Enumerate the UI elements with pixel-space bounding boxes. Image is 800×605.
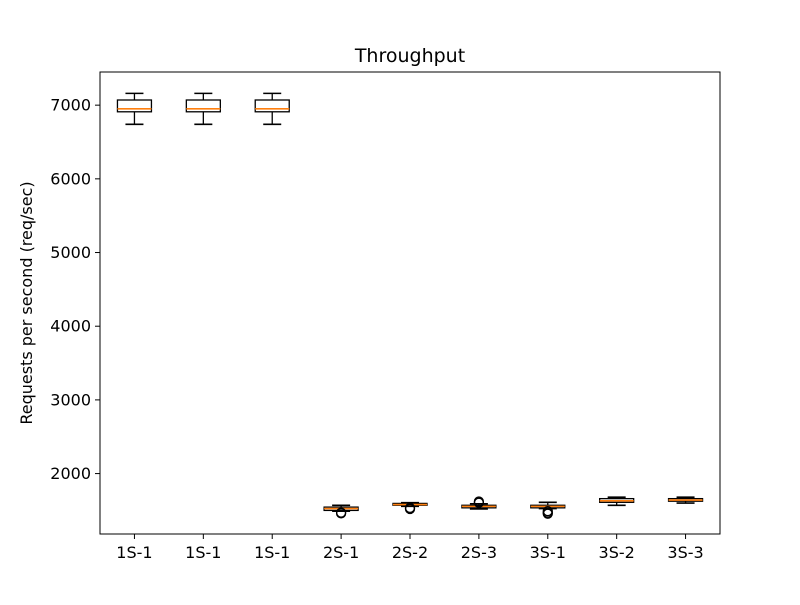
y-tick-label: 7000 (50, 96, 91, 115)
x-tick-label: 1S-1 (116, 543, 152, 562)
outlier-point (404, 502, 416, 513)
plot-area: 2000 3000 4000 5000 6000 7000 1S-1 1S-1 1S-1 2S-1… (50, 71, 721, 562)
box-iqr (116, 99, 153, 113)
y-tick-label: 2000 (50, 464, 91, 483)
x-tick-label: 3S-1 (530, 543, 566, 562)
x-tick-label: 2S-1 (323, 543, 359, 562)
x-tick-label: 2S-2 (392, 543, 428, 562)
chart-title: Throughput (354, 45, 465, 67)
x-tick-label: 3S-3 (667, 543, 703, 562)
y-axis-label: Requests per second (req/sec) (17, 181, 36, 424)
box-iqr (185, 99, 221, 113)
x-tick-label: 1S-1 (185, 543, 221, 562)
outlier-point (542, 506, 553, 517)
box-iqr (254, 99, 290, 113)
outlier-point (335, 507, 347, 518)
y-tick-label: 5000 (50, 243, 91, 262)
y-tick-label: 6000 (50, 169, 91, 188)
y-tick-label: 3000 (50, 390, 91, 409)
x-tick-label: 1S-1 (254, 543, 290, 562)
x-tick-label: 3S-2 (599, 543, 635, 562)
x-tick-label: 2S-3 (461, 543, 497, 562)
outlier-point (473, 496, 485, 507)
y-tick-label: 4000 (50, 317, 91, 336)
axes-frame (99, 71, 721, 535)
